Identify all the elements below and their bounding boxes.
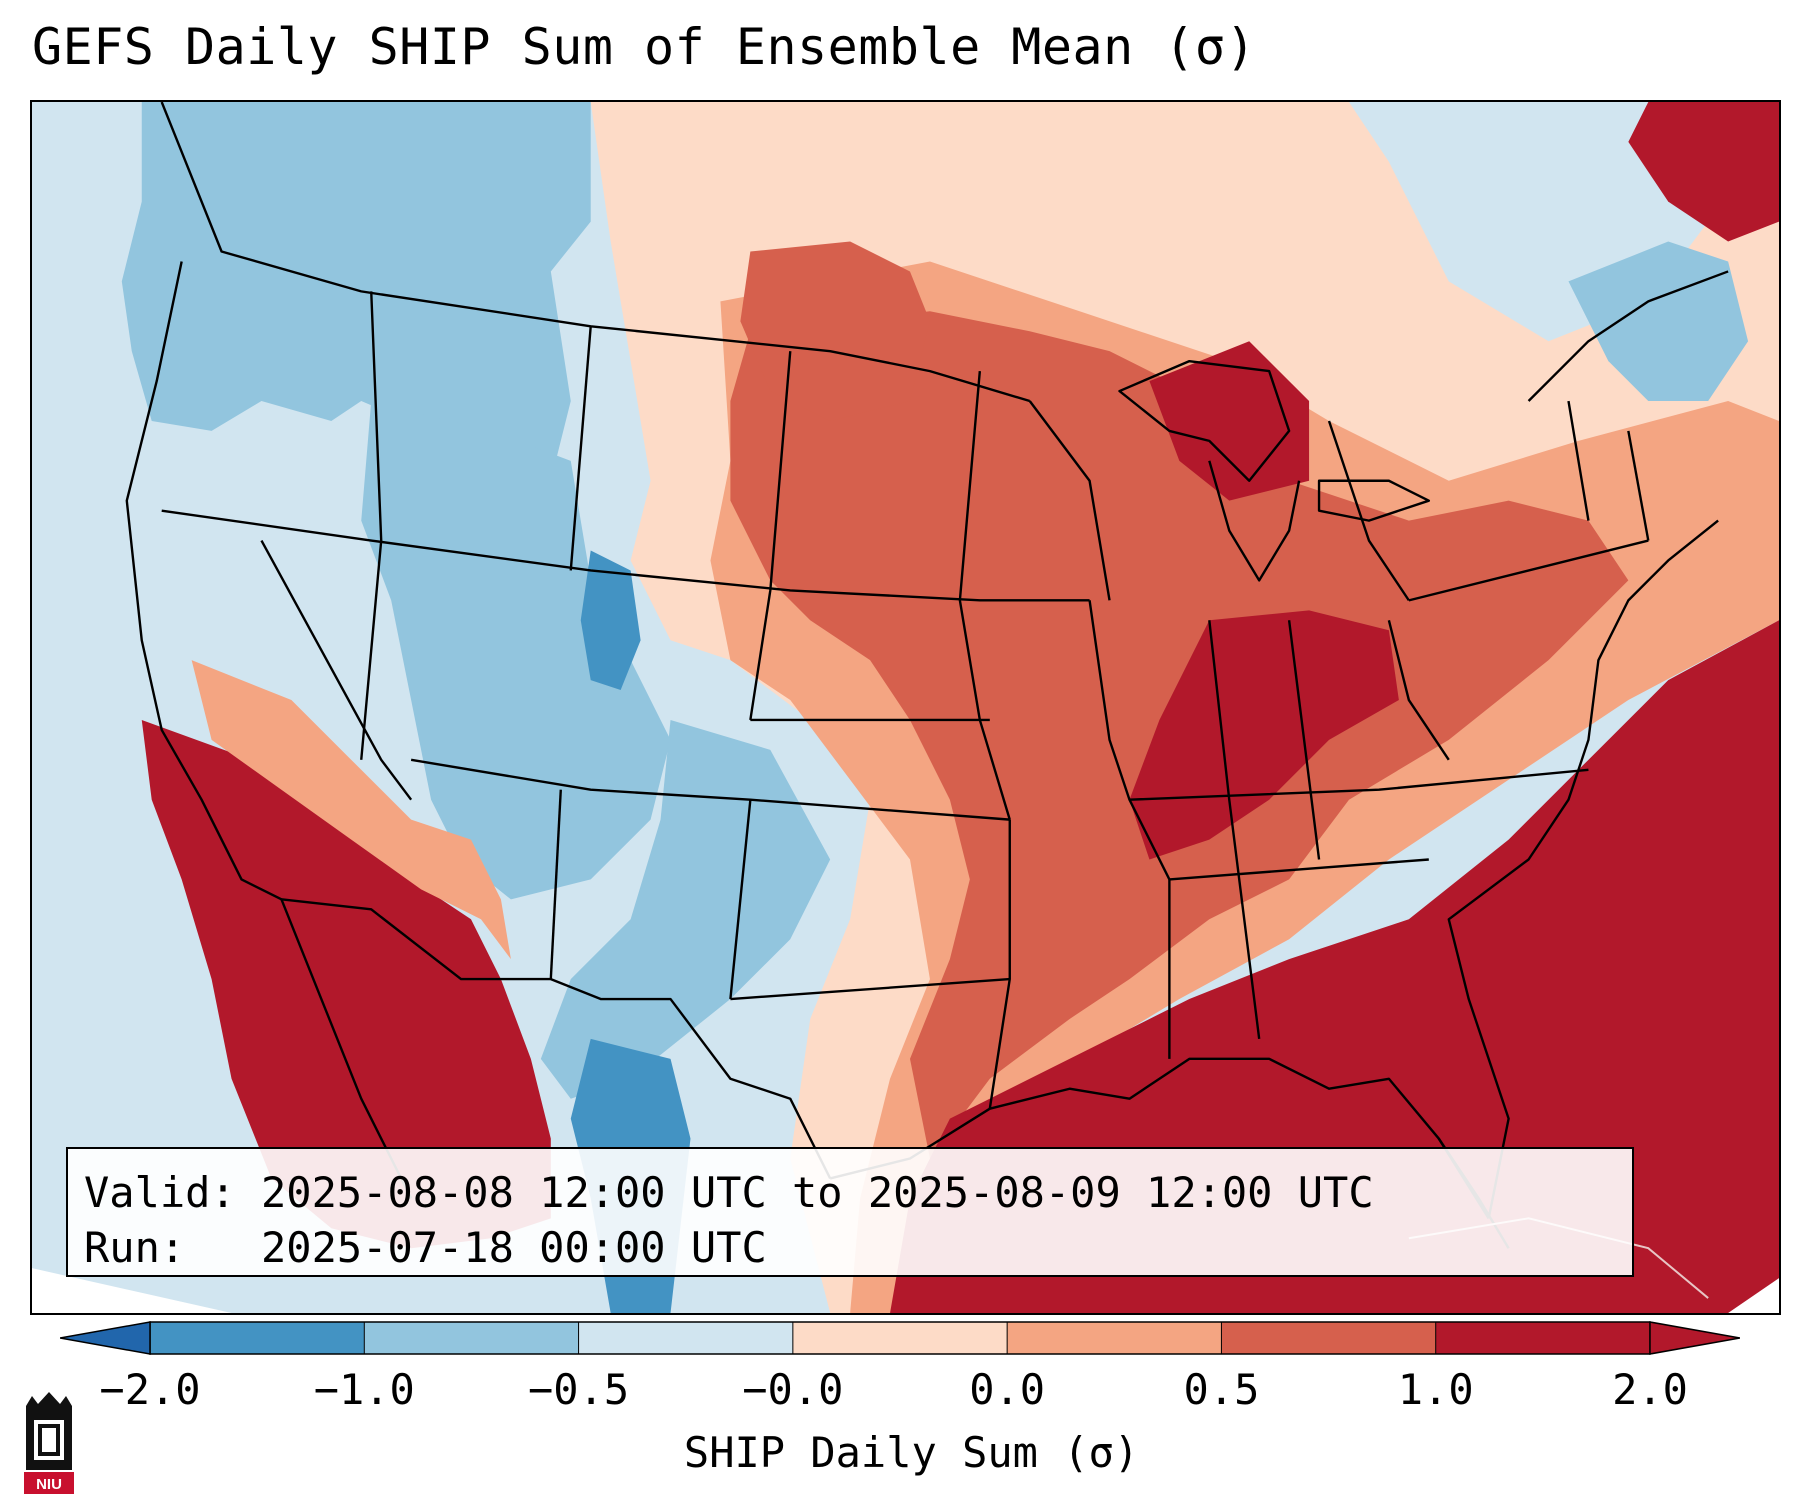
colorbar [60, 1321, 1740, 1355]
niu-logo-text: NIU [36, 1476, 62, 1493]
validity-info-box: Valid: 2025-08-08 12:00 UTC to 2025-08-0… [66, 1147, 1634, 1277]
colorbar-segments [149, 1321, 1651, 1355]
run-label: Run: [84, 1223, 186, 1272]
niu-logo: NIU [24, 1392, 74, 1494]
colorbar-segment [1007, 1322, 1222, 1354]
colorbar-tick-label: −2.0 [99, 1365, 201, 1414]
colorbar-label: SHIP Daily Sum (σ) [683, 1428, 1140, 1477]
region-southwest-positive [191, 660, 511, 960]
colorbar-tick-label: 1.0 [1397, 1365, 1474, 1414]
colorbar-tick-label: 0.0 [969, 1365, 1046, 1414]
colorbar-segment [150, 1322, 365, 1354]
colorbar-segment [1435, 1322, 1651, 1354]
region-southeast-atlantic-max-positive [890, 620, 1779, 1313]
colorbar-segment [364, 1322, 580, 1354]
anomaly-map [32, 102, 1779, 1313]
run-value: 2025-07-18 00:00 UTC [261, 1223, 767, 1272]
map-panel[interactable] [30, 100, 1781, 1315]
colorbar-segment [792, 1322, 1008, 1354]
colorbar-tick-label: −1.0 [313, 1365, 415, 1414]
colorbar-segment [578, 1322, 794, 1354]
valid-label: Valid: [84, 1168, 236, 1217]
projection-corner [32, 1268, 232, 1313]
map-title: GEFS Daily SHIP Sum of Ensemble Mean (σ) [32, 18, 1257, 76]
region-quebec-max-positive [1628, 102, 1779, 242]
region-southwest-max-positive [141, 719, 551, 1249]
colorbar-tick-label: −0.5 [527, 1365, 630, 1414]
region-northwest-negative [121, 102, 591, 521]
region-colorado-strong-negative [580, 550, 641, 691]
colorbar-right-extend [1649, 1321, 1740, 1355]
valid-value: 2025-08-08 12:00 UTC to 2025-08-09 12:00… [261, 1168, 1374, 1217]
region-texas-negative [540, 719, 831, 1099]
region-great-lakes-max-positive [1149, 341, 1310, 501]
colorbar-tick-label: 0.5 [1183, 1365, 1260, 1414]
colorbar-tick-label: −0.0 [742, 1365, 844, 1414]
region-rockies-negative [361, 401, 671, 900]
colorbar-tick-label: 2.0 [1612, 1365, 1688, 1414]
colorbar-left-extend [60, 1321, 151, 1355]
colorbar-segment [1221, 1322, 1437, 1354]
